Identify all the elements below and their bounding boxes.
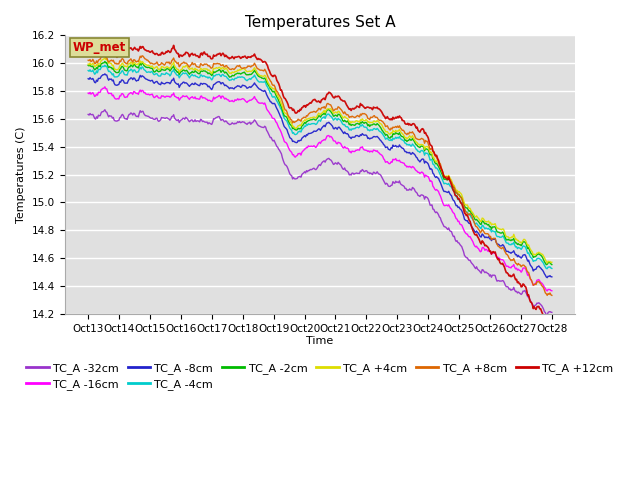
Text: WP_met: WP_met [72,41,126,54]
Legend: TC_A -32cm, TC_A -16cm, TC_A -8cm, TC_A -4cm, TC_A -2cm, TC_A +4cm, TC_A +8cm, T: TC_A -32cm, TC_A -16cm, TC_A -8cm, TC_A … [22,359,618,395]
Y-axis label: Temperatures (C): Temperatures (C) [17,126,26,223]
X-axis label: Time: Time [307,336,333,347]
Title: Temperatures Set A: Temperatures Set A [244,15,396,30]
